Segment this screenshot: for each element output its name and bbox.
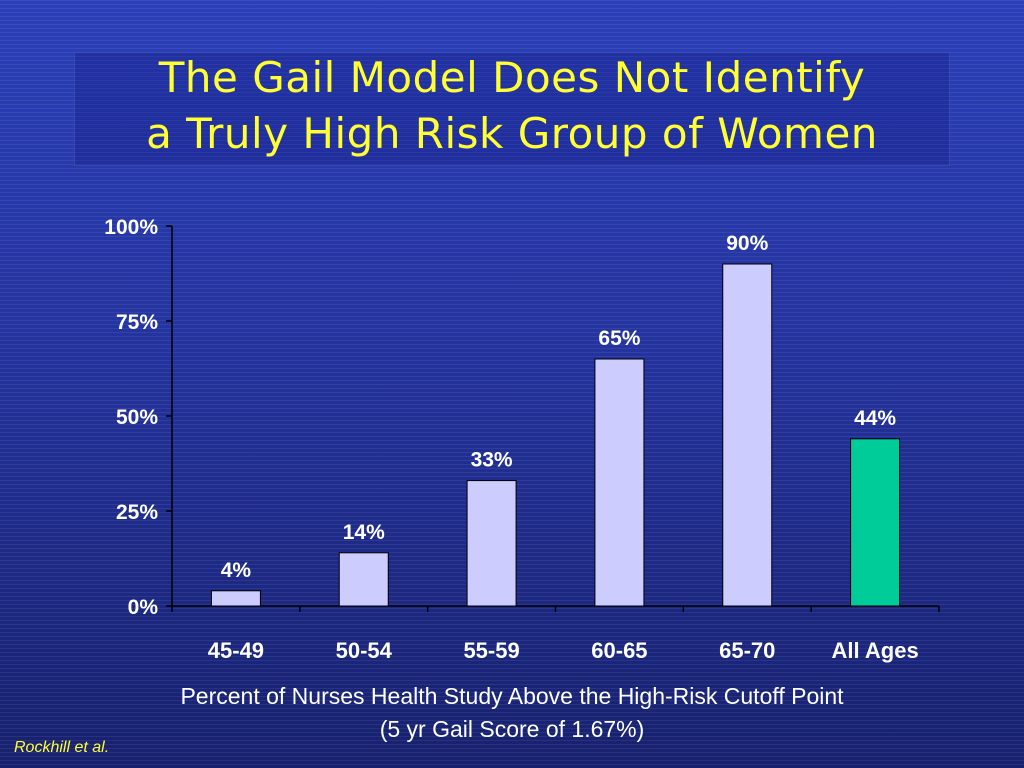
citation: Rockhill et al.	[14, 739, 110, 756]
bar-50-54	[338, 552, 389, 607]
slide-title-line-2: a Truly High Risk Group of Women	[146, 109, 878, 158]
slide-title-line-1: The Gail Model Does Not Identify	[158, 53, 866, 102]
data-label: 90%	[726, 232, 768, 255]
bar-65-70	[722, 263, 773, 607]
bar-all-ages	[850, 438, 901, 607]
chart-caption-line-1: Percent of Nurses Health Study Above the…	[180, 683, 844, 709]
y-tick-label: 0%	[128, 596, 159, 619]
data-label: 4%	[221, 559, 252, 582]
bar-chart: 0% 25% 50% 75% 100% 4% 45-49 14% 50-54 33% 55-59 65…	[104, 216, 940, 663]
slide-title: The Gail Model Does Not Identify a Truly…	[40, 50, 984, 162]
chart-caption: Percent of Nurses Health Study Above the…	[0, 680, 1024, 746]
data-label: 65%	[598, 327, 640, 350]
x-tick-label: 50-54	[336, 638, 393, 663]
y-tick-label: 100%	[104, 216, 158, 239]
y-tick-label: 50%	[116, 406, 158, 429]
x-tick-label: 55-59	[463, 638, 519, 663]
chart-caption-line-2: (5 yr Gail Score of 1.67%)	[379, 716, 645, 742]
bar-60-65	[594, 358, 645, 607]
y-tick-label: 25%	[116, 501, 158, 524]
bar-55-59	[466, 480, 517, 607]
x-tick-label: 45-49	[208, 638, 264, 663]
data-label: 14%	[343, 521, 385, 544]
x-tick-label: 65-70	[719, 638, 775, 663]
x-tick-label: 60-65	[591, 638, 647, 663]
y-tick-label: 75%	[116, 311, 158, 334]
data-label: 33%	[471, 449, 513, 472]
title-backdrop	[74, 52, 950, 166]
x-tick-label: All Ages	[831, 638, 918, 663]
data-label: 44%	[854, 407, 896, 430]
bar-45-49	[210, 590, 261, 607]
